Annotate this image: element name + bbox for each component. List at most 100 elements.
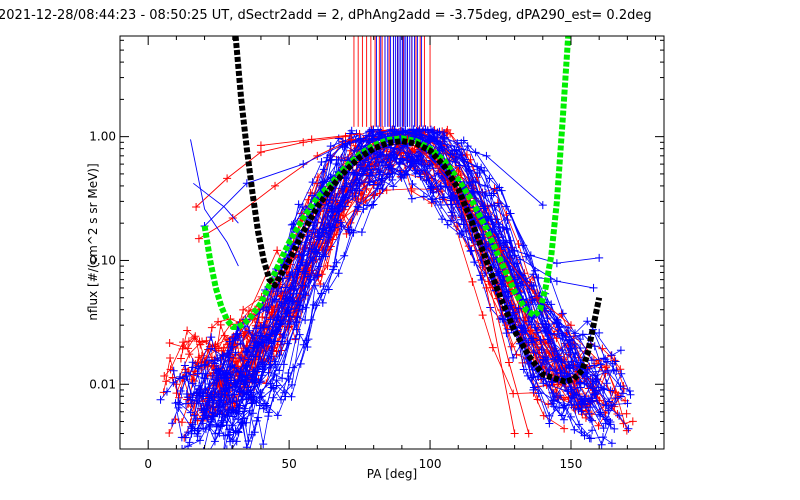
blue-point	[325, 195, 334, 204]
blue-point	[529, 348, 538, 357]
y-tick-label: 1.00	[89, 130, 116, 144]
red-point	[194, 353, 203, 362]
blue-point	[280, 388, 289, 397]
blue-point	[188, 450, 196, 458]
blue-point	[256, 323, 265, 332]
blue-point	[207, 344, 216, 353]
outlier-point	[256, 148, 265, 157]
blue-point	[318, 178, 327, 187]
outlier-point	[271, 181, 280, 190]
blue-point	[601, 419, 610, 428]
blue-point	[319, 165, 328, 174]
blue-point	[604, 406, 613, 415]
blue-point	[194, 364, 203, 373]
blue-point	[188, 363, 197, 372]
outlier-point	[504, 358, 513, 367]
blue-point	[359, 205, 368, 214]
blue-point	[319, 282, 328, 291]
blue-point	[407, 194, 416, 203]
red-point	[323, 261, 332, 270]
blue-point	[388, 175, 397, 184]
blue-point	[222, 445, 231, 449]
blue-point	[242, 395, 251, 404]
red-point	[162, 377, 171, 386]
blue-point	[576, 344, 585, 353]
blue-point	[606, 420, 615, 429]
blue-point	[195, 436, 204, 445]
blue-point	[308, 178, 317, 187]
blue-point	[512, 314, 521, 323]
blue-point	[228, 342, 237, 351]
blue-point	[291, 334, 300, 343]
blue-point	[588, 426, 597, 435]
red-point	[502, 321, 511, 330]
blue-point	[270, 357, 279, 366]
blue-point	[251, 352, 260, 361]
blue-point	[184, 428, 193, 437]
blue-point	[187, 399, 196, 408]
blue-point	[429, 188, 438, 197]
blue-point	[397, 127, 406, 136]
blue-point	[350, 147, 359, 156]
blue-point	[514, 304, 523, 313]
blue-point	[516, 281, 525, 290]
red-point	[507, 342, 516, 351]
blue-point	[175, 400, 184, 409]
blue-point	[576, 335, 585, 344]
blue-point	[288, 269, 297, 278]
blue-point	[297, 255, 306, 264]
blue-point	[219, 384, 228, 393]
blue-point	[599, 354, 608, 363]
blue-point	[188, 379, 197, 388]
blue-point	[248, 370, 257, 379]
red-point	[214, 317, 223, 326]
blue-point	[289, 363, 298, 372]
red-point	[239, 305, 248, 314]
blue-point	[208, 411, 217, 420]
blue-point	[415, 127, 424, 136]
blue-point	[623, 399, 632, 408]
blue-point	[258, 364, 267, 373]
blue-point	[273, 287, 282, 296]
outlier-point	[307, 135, 316, 144]
blue-point	[214, 403, 223, 412]
blue-point	[488, 225, 497, 234]
red-point	[552, 334, 561, 343]
blue-point	[317, 157, 326, 166]
blue-point	[208, 448, 210, 449]
blue-point	[607, 351, 616, 360]
blue-point	[329, 262, 338, 271]
blue-point	[302, 336, 311, 345]
red-point	[544, 400, 553, 409]
outlier-series	[463, 201, 572, 326]
blue-point	[230, 363, 239, 372]
blue-point	[558, 309, 567, 318]
blue-point	[369, 200, 378, 209]
blue-point	[496, 314, 505, 323]
blue-point	[490, 201, 499, 210]
blue-point	[443, 220, 452, 229]
blue-point	[560, 369, 569, 378]
blue-point	[440, 193, 449, 202]
red-point	[616, 365, 625, 374]
outlier-point	[192, 203, 201, 212]
blue-point	[208, 371, 217, 380]
blue-point	[565, 369, 574, 378]
blue-point	[599, 424, 608, 433]
blue-point	[419, 192, 428, 201]
blue-point	[437, 200, 446, 209]
blue-point	[602, 379, 611, 388]
blue-point	[527, 280, 536, 289]
blue-point	[256, 388, 265, 397]
outlier-series	[480, 217, 594, 289]
blue-point	[232, 408, 241, 417]
outlier-point	[341, 139, 350, 148]
blue-point	[215, 393, 224, 402]
blue-point	[282, 309, 291, 318]
blue-point	[259, 440, 268, 449]
blue-point	[466, 247, 475, 256]
blue-point	[219, 352, 228, 361]
blue-point	[575, 420, 584, 429]
blue-point	[230, 375, 239, 384]
